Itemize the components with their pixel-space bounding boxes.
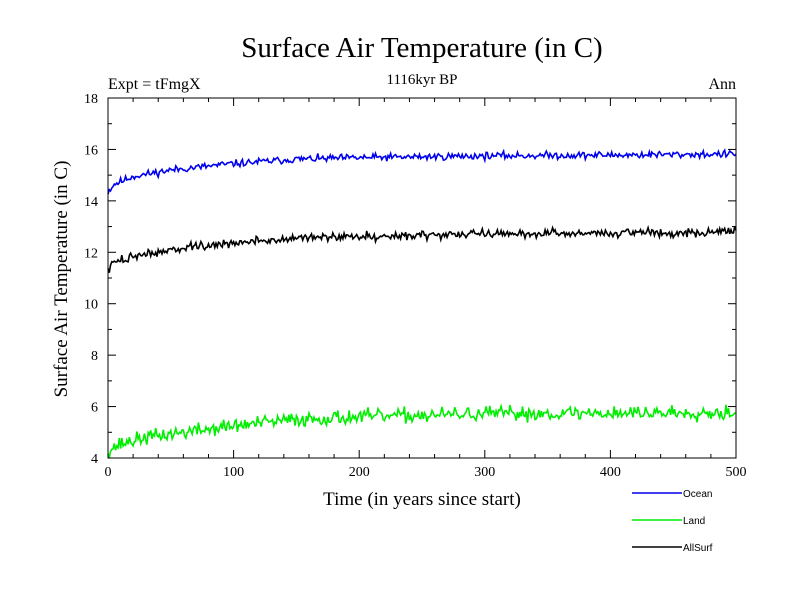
y-tick-label: 12 — [84, 246, 98, 261]
y-tick-label: 6 — [91, 401, 98, 416]
axis-ticks: 0 100 200 300 400 500 4 6 8 10 12 14 16 18 — [84, 92, 747, 480]
x-tick-label: 0 — [105, 465, 112, 480]
chart-title: Surface Air Temperature (in C) — [241, 32, 602, 64]
x-tick-label: 500 — [726, 465, 747, 480]
y-tick-label: 8 — [91, 349, 98, 364]
legend-label-allsurf: AllSurf — [683, 543, 713, 554]
x-tick-label: 200 — [349, 465, 370, 480]
y-axis-label: Surface Air Temperature (in C) — [51, 161, 72, 398]
experiment-label: Expt = tFmgX — [108, 76, 201, 93]
x-tick-label: 400 — [600, 465, 621, 480]
series-line-ocean — [107, 148, 737, 195]
y-tick-label: 10 — [84, 298, 98, 313]
y-tick-label: 18 — [84, 92, 98, 107]
series-line-allsurf — [107, 225, 737, 273]
y-tick-label: 14 — [84, 195, 98, 210]
chart-subtitle: 1116kyr BP — [387, 72, 458, 88]
series-line-land — [107, 403, 737, 459]
x-tick-label: 300 — [474, 465, 495, 480]
y-tick-label: 4 — [91, 452, 98, 467]
plot-lines — [107, 148, 737, 459]
x-axis-label: Time (in years since start) — [323, 489, 521, 510]
x-tick-label: 100 — [223, 465, 244, 480]
legend-label-ocean: Ocean — [683, 489, 712, 500]
legend: Ocean Land AllSurf — [632, 489, 713, 554]
season-label: Ann — [708, 76, 736, 93]
y-tick-label: 16 — [84, 143, 98, 158]
legend-label-land: Land — [683, 516, 705, 527]
